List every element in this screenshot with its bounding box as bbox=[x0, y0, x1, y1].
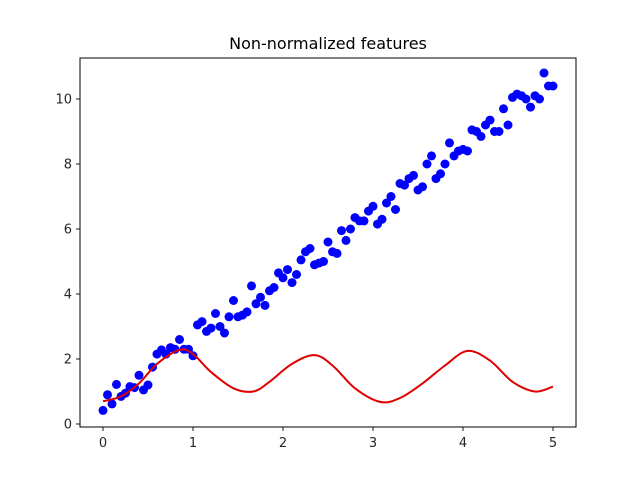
x-tick-label: 2 bbox=[279, 436, 287, 451]
data-point bbox=[292, 270, 301, 279]
x-tick-label: 3 bbox=[369, 436, 377, 451]
data-point bbox=[215, 322, 225, 331]
plot-frame bbox=[79, 57, 577, 428]
data-point bbox=[445, 138, 454, 148]
data-point bbox=[440, 159, 450, 169]
data-point bbox=[143, 380, 153, 390]
x-axis-ticks: 0 1 2 3 4 5 bbox=[99, 427, 557, 451]
y-tick-label: 8 bbox=[64, 158, 72, 173]
data-point bbox=[224, 312, 234, 322]
data-point bbox=[211, 309, 220, 318]
data-point bbox=[323, 237, 333, 247]
data-point bbox=[332, 248, 342, 258]
data-point bbox=[134, 370, 144, 380]
x-tick-label: 5 bbox=[549, 436, 557, 451]
chart-title: Non-normalized features bbox=[229, 34, 427, 53]
data-point bbox=[175, 335, 184, 344]
data-point bbox=[269, 283, 279, 292]
data-point bbox=[229, 296, 238, 305]
data-point bbox=[247, 281, 256, 291]
data-point bbox=[359, 216, 369, 226]
data-point bbox=[319, 257, 328, 266]
data-point bbox=[503, 120, 513, 130]
data-point bbox=[112, 379, 121, 389]
data-point bbox=[391, 205, 400, 214]
data-point bbox=[341, 235, 351, 245]
data-point bbox=[494, 127, 504, 136]
data-point bbox=[400, 180, 409, 190]
data-point bbox=[242, 307, 252, 317]
data-point bbox=[103, 390, 112, 400]
data-point bbox=[539, 68, 549, 78]
fitted-curve-line bbox=[102, 348, 554, 404]
data-point bbox=[278, 273, 288, 283]
data-point bbox=[368, 201, 378, 211]
data-point bbox=[287, 278, 297, 288]
data-point bbox=[526, 102, 535, 112]
data-point bbox=[346, 224, 355, 234]
data-point bbox=[499, 104, 508, 114]
data-point bbox=[206, 323, 216, 333]
data-point bbox=[260, 300, 270, 310]
data-point bbox=[422, 159, 432, 169]
x-tick-label: 1 bbox=[189, 436, 197, 451]
y-tick-label: 0 bbox=[64, 418, 72, 433]
data-point bbox=[98, 405, 108, 415]
data-point bbox=[382, 198, 391, 208]
data-point bbox=[418, 182, 427, 192]
data-point bbox=[377, 214, 387, 224]
data-point bbox=[107, 399, 117, 409]
y-tick-label: 10 bbox=[55, 93, 72, 108]
data-point bbox=[283, 265, 292, 275]
data-point bbox=[256, 292, 265, 302]
x-tick-label: 0 bbox=[99, 436, 107, 451]
data-point bbox=[463, 146, 472, 156]
data-point bbox=[436, 169, 445, 179]
y-axis-ticks: 0 2 4 6 8 10 bbox=[55, 93, 80, 433]
data-point bbox=[251, 299, 261, 309]
y-tick-label: 6 bbox=[64, 223, 72, 238]
data-point bbox=[386, 192, 396, 201]
x-tick-label: 4 bbox=[459, 436, 467, 451]
data-point bbox=[220, 328, 229, 338]
y-tick-label: 4 bbox=[64, 288, 72, 303]
y-tick-label: 2 bbox=[64, 353, 72, 368]
data-point bbox=[535, 94, 544, 104]
data-point bbox=[337, 226, 346, 236]
data-point bbox=[521, 94, 531, 104]
data-point bbox=[427, 151, 436, 161]
data-point bbox=[485, 115, 495, 125]
data-point bbox=[197, 317, 207, 327]
data-point bbox=[296, 255, 306, 265]
data-point bbox=[305, 244, 315, 253]
data-point bbox=[476, 131, 486, 141]
data-point bbox=[548, 81, 558, 91]
data-point bbox=[409, 170, 418, 180]
fitted-curve bbox=[102, 348, 554, 404]
